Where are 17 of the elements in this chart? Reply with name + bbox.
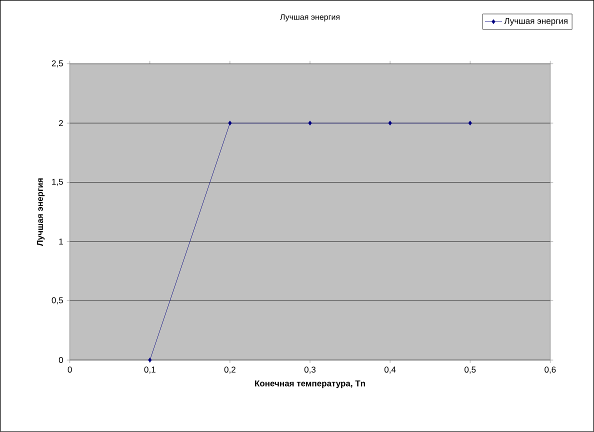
legend-label: Лучшая энергия <box>504 18 568 26</box>
x-tick-label: 0,2 <box>224 366 236 374</box>
x-tick-label: 0,1 <box>144 366 156 374</box>
y-tick-label: 1,5 <box>52 178 63 186</box>
x-tick-label: 0,3 <box>304 366 316 374</box>
y-tick-label: 1 <box>59 238 63 245</box>
y-tick-label: 0 <box>58 357 63 364</box>
x-tick-label: 0,5 <box>464 366 476 374</box>
y-tick-label: 0,5 <box>52 297 63 304</box>
y-tick-label: 2,5 <box>52 60 63 68</box>
chart-title: Лучшая энергия <box>280 14 340 22</box>
x-tick-label: 0 <box>68 366 72 373</box>
x-axis-title: Конечная температура, Tn <box>255 380 366 388</box>
y-tick-label: 2 <box>59 120 63 126</box>
x-tick-label: 0,4 <box>384 366 396 374</box>
x-tick-label: 0,6 <box>544 366 556 374</box>
y-axis-title: Лучшая энергия <box>37 178 45 246</box>
